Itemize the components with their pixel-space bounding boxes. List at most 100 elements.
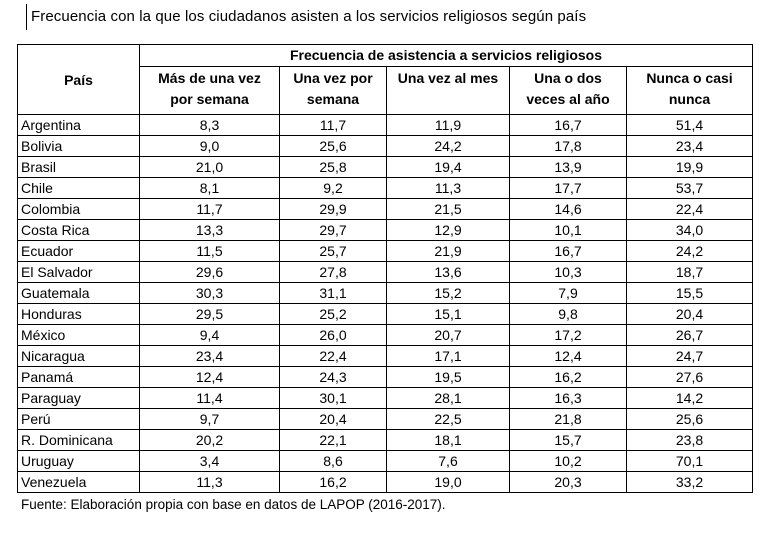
table-row: Nicaragua 23,4 22,4 17,1 12,4 24,7 bbox=[17, 345, 753, 367]
value-cell: 29,5 bbox=[139, 303, 280, 325]
value-cell: 19,0 bbox=[386, 471, 510, 493]
country-cell: Brasil bbox=[17, 156, 140, 178]
value-cell: 22,4 bbox=[626, 198, 753, 220]
value-cell: 20,4 bbox=[279, 408, 387, 430]
column-header-row: Más de una vez por semana Una vez por se… bbox=[18, 66, 753, 115]
value-cell: 17,1 bbox=[386, 345, 510, 367]
country-cell: Argentina bbox=[17, 114, 140, 136]
table-group-header: Frecuencia de asistencia a servicios rel… bbox=[139, 44, 753, 67]
value-cell: 25,6 bbox=[279, 135, 387, 157]
value-cell: 16,2 bbox=[279, 471, 387, 493]
value-cell: 25,6 bbox=[626, 408, 753, 430]
value-cell: 18,1 bbox=[386, 429, 510, 451]
value-cell: 23,4 bbox=[139, 345, 280, 367]
column-header-nunca: Nunca o casi nunca bbox=[626, 66, 753, 115]
value-cell: 16,2 bbox=[509, 366, 627, 388]
value-cell: 16,7 bbox=[509, 114, 627, 136]
table-row: México 9,4 26,0 20,7 17,2 26,7 bbox=[17, 324, 753, 346]
value-cell: 10,1 bbox=[509, 219, 627, 241]
value-cell: 28,1 bbox=[386, 387, 510, 409]
value-cell: 24,7 bbox=[626, 345, 753, 367]
value-cell: 7,6 bbox=[386, 450, 510, 472]
table-body: Argentina 8,3 11,7 11,9 16,7 51,4 Bolivia 9,0 25… bbox=[17, 114, 753, 493]
table-row: Chile 8,1 9,2 11,3 17,7 53,7 bbox=[17, 177, 753, 199]
table-row: Venezuela 11,3 16,2 19,0 20,3 33,2 bbox=[17, 471, 753, 493]
value-cell: 12,9 bbox=[386, 219, 510, 241]
value-cell: 12,4 bbox=[139, 366, 280, 388]
title-row: Frecuencia con la que los ciudadanos asi… bbox=[26, 4, 779, 30]
value-cell: 9,4 bbox=[139, 324, 280, 346]
group-header-row: País Frecuencia de asistencia a servicio… bbox=[17, 44, 753, 115]
country-cell: Costa Rica bbox=[17, 219, 140, 241]
value-cell: 8,6 bbox=[279, 450, 387, 472]
value-cell: 3,4 bbox=[139, 450, 280, 472]
value-cell: 26,0 bbox=[279, 324, 387, 346]
value-cell: 24,2 bbox=[386, 135, 510, 157]
column-header-una-vez-al-mes: Una vez al mes bbox=[386, 66, 510, 115]
value-cell: 9,0 bbox=[139, 135, 280, 157]
value-cell: 51,4 bbox=[626, 114, 753, 136]
document-page: Frecuencia con la que los ciudadanos asi… bbox=[0, 4, 779, 546]
value-cell: 13,6 bbox=[386, 261, 510, 283]
value-cell: 11,3 bbox=[139, 471, 280, 493]
country-cell: R. Dominicana bbox=[17, 429, 140, 451]
country-cell: El Salvador bbox=[17, 261, 140, 283]
table-row: Uruguay 3,4 8,6 7,6 10,2 70,1 bbox=[17, 450, 753, 472]
country-cell: Paraguay bbox=[17, 387, 140, 409]
value-cell: 33,2 bbox=[626, 471, 753, 493]
value-cell: 11,3 bbox=[386, 177, 510, 199]
value-cell: 20,3 bbox=[509, 471, 627, 493]
table-row: Panamá 12,4 24,3 19,5 16,2 27,6 bbox=[17, 366, 753, 388]
country-cell: Nicaragua bbox=[17, 345, 140, 367]
value-cell: 10,3 bbox=[509, 261, 627, 283]
table-row: Costa Rica 13,3 29,7 12,9 10,1 34,0 bbox=[17, 219, 753, 241]
value-cell: 26,7 bbox=[626, 324, 753, 346]
value-cell: 20,2 bbox=[139, 429, 280, 451]
value-cell: 16,3 bbox=[509, 387, 627, 409]
source-note: Fuente: Elaboración propia con base en d… bbox=[21, 497, 446, 512]
table-row: Ecuador 11,5 25,7 21,9 16,7 24,2 bbox=[17, 240, 753, 262]
value-cell: 29,9 bbox=[279, 198, 387, 220]
value-cell: 13,3 bbox=[139, 219, 280, 241]
value-cell: 11,4 bbox=[139, 387, 280, 409]
text-cursor-bar bbox=[26, 4, 27, 30]
value-cell: 15,2 bbox=[386, 282, 510, 304]
value-cell: 14,2 bbox=[626, 387, 753, 409]
value-cell: 25,2 bbox=[279, 303, 387, 325]
value-cell: 31,1 bbox=[279, 282, 387, 304]
value-cell: 20,4 bbox=[626, 303, 753, 325]
value-cell: 15,1 bbox=[386, 303, 510, 325]
frequency-table: País Frecuencia de asistencia a servicio… bbox=[17, 44, 753, 493]
value-cell: 17,2 bbox=[509, 324, 627, 346]
country-cell: Honduras bbox=[17, 303, 140, 325]
page-title: Frecuencia con la que los ciudadanos asi… bbox=[31, 8, 587, 25]
country-cell: Chile bbox=[17, 177, 140, 199]
value-cell: 22,4 bbox=[279, 345, 387, 367]
table-row: Guatemala 30,3 31,1 15,2 7,9 15,5 bbox=[17, 282, 753, 304]
country-cell: Guatemala bbox=[17, 282, 140, 304]
country-cell: Colombia bbox=[17, 198, 140, 220]
value-cell: 19,4 bbox=[386, 156, 510, 178]
value-cell: 30,1 bbox=[279, 387, 387, 409]
country-cell: Bolivia bbox=[17, 135, 140, 157]
country-cell: Perú bbox=[17, 408, 140, 430]
value-cell: 25,8 bbox=[279, 156, 387, 178]
value-cell: 8,1 bbox=[139, 177, 280, 199]
value-cell: 14,6 bbox=[509, 198, 627, 220]
value-cell: 17,7 bbox=[509, 177, 627, 199]
country-cell: Venezuela bbox=[17, 471, 140, 493]
value-cell: 18,7 bbox=[626, 261, 753, 283]
table-row: Paraguay 11,4 30,1 28,1 16,3 14,2 bbox=[17, 387, 753, 409]
value-cell: 12,4 bbox=[509, 345, 627, 367]
value-cell: 30,3 bbox=[139, 282, 280, 304]
value-cell: 20,7 bbox=[386, 324, 510, 346]
table-row: Colombia 11,7 29,9 21,5 14,6 22,4 bbox=[17, 198, 753, 220]
value-cell: 21,8 bbox=[509, 408, 627, 430]
value-cell: 21,9 bbox=[386, 240, 510, 262]
table-row: Argentina 8,3 11,7 11,9 16,7 51,4 bbox=[17, 114, 753, 136]
column-header-una-vez-por-semana: Una vez por semana bbox=[279, 66, 387, 115]
value-cell: 10,2 bbox=[509, 450, 627, 472]
value-cell: 19,5 bbox=[386, 366, 510, 388]
value-cell: 15,5 bbox=[626, 282, 753, 304]
value-cell: 29,7 bbox=[279, 219, 387, 241]
